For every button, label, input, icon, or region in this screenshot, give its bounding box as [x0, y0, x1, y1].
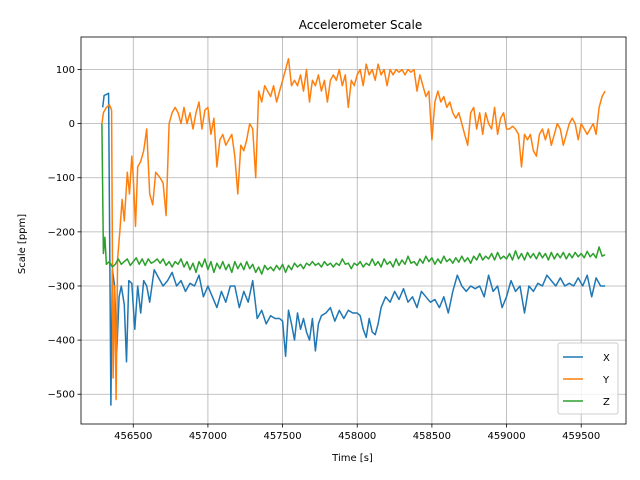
x-tick-label: 458500	[413, 431, 451, 442]
grid	[81, 37, 626, 424]
y-tick-label: 100	[56, 65, 75, 76]
y-axis-label: Scale [ppm]	[17, 214, 28, 274]
series-line-x	[101, 92, 606, 406]
x-tick-label: 459000	[487, 431, 525, 442]
legend: XYZ	[557, 342, 619, 415]
legend-box	[557, 342, 619, 415]
series-line-z	[101, 123, 606, 275]
plot-area	[101, 57, 606, 406]
series-line-y	[101, 57, 606, 401]
legend-label: Z	[603, 397, 610, 408]
y-tick-label: −500	[48, 390, 75, 401]
y-axis-ticks: −500 −400 −300 −200 −100 0 100	[48, 65, 81, 401]
x-axis-ticks: 456500 457000 457500 458000 458500 459000 4595…	[114, 424, 600, 442]
y-tick-label: −100	[48, 173, 75, 184]
x-axis-label: Time [s]	[331, 453, 373, 464]
legend-label: Y	[602, 375, 610, 386]
legend-label: X	[603, 353, 610, 364]
x-tick-label: 457500	[263, 431, 301, 442]
y-tick-label: −400	[48, 336, 75, 347]
x-tick-label: 458000	[338, 431, 376, 442]
axes-frame	[80, 36, 627, 425]
y-tick-label: −200	[48, 227, 75, 238]
y-tick-label: 0	[69, 119, 75, 130]
x-tick-label: 457000	[189, 431, 227, 442]
x-tick-label: 456500	[114, 431, 152, 442]
chart-title: Accelerometer Scale	[299, 18, 423, 32]
y-tick-label: −300	[48, 281, 75, 292]
x-tick-label: 459500	[562, 431, 600, 442]
